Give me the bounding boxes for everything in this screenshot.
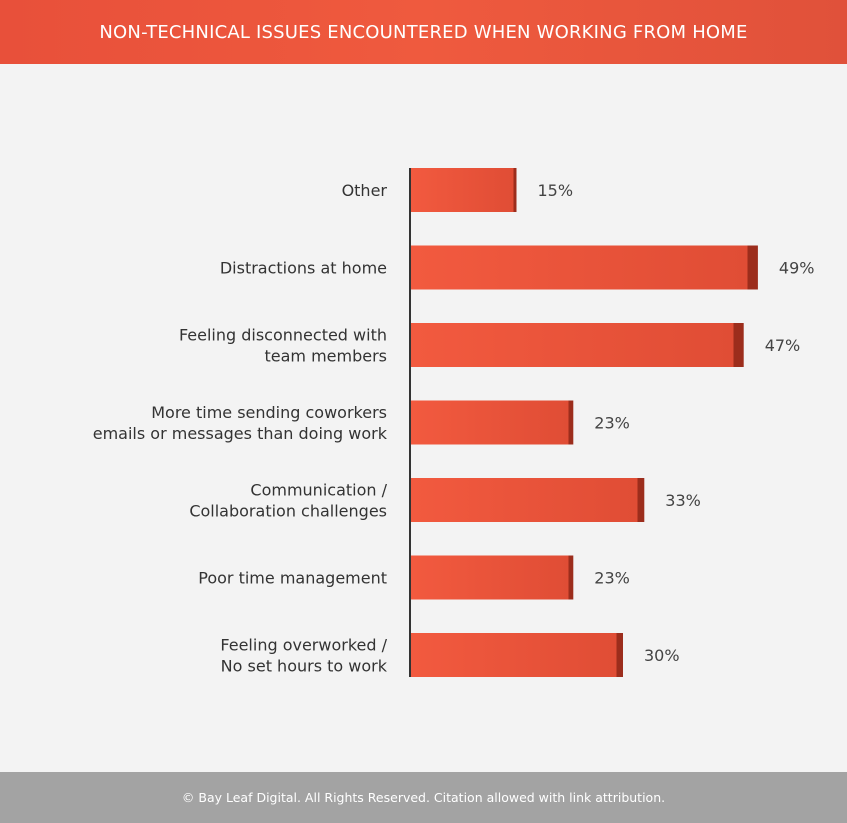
- footer: © Bay Leaf Digital. All Rights Reserved.…: [0, 772, 847, 823]
- chart-title: NON-TECHNICAL ISSUES ENCOUNTERED WHEN WO…: [99, 21, 748, 43]
- bar: [410, 555, 574, 600]
- category-label: Feeling disconnected with: [179, 326, 387, 345]
- bar: [410, 400, 574, 445]
- value-label: 33%: [665, 491, 701, 510]
- value-label: 47%: [765, 336, 801, 355]
- category-label: Poor time management: [198, 569, 387, 588]
- category-label: emails or messages than doing work: [93, 424, 388, 443]
- copyright-text: © Bay Leaf Digital. All Rights Reserved.…: [181, 790, 666, 805]
- value-label: 23%: [594, 569, 630, 588]
- chart-header: NON-TECHNICAL ISSUES ENCOUNTERED WHEN WO…: [0, 0, 847, 64]
- category-label: Communication /: [250, 481, 387, 500]
- value-label: 30%: [644, 646, 680, 665]
- category-label: No set hours to work: [221, 657, 388, 676]
- category-label: Collaboration challenges: [189, 502, 387, 521]
- bar: [410, 478, 645, 522]
- bar: [410, 245, 758, 290]
- category-label: More time sending coworkers: [151, 403, 387, 422]
- bar: [410, 633, 623, 677]
- category-label: Other: [342, 181, 388, 200]
- category-label: team members: [264, 347, 387, 366]
- value-label: 23%: [594, 414, 630, 433]
- bar: [410, 168, 517, 212]
- category-label: Feeling overworked /: [220, 636, 387, 655]
- category-label: Distractions at home: [220, 259, 387, 278]
- bar: [410, 323, 744, 367]
- value-label: 49%: [779, 259, 815, 278]
- bar-chart: 15% Other 49% Distractions at home 47% Feelin…: [93, 168, 815, 677]
- value-label: 15%: [538, 181, 574, 200]
